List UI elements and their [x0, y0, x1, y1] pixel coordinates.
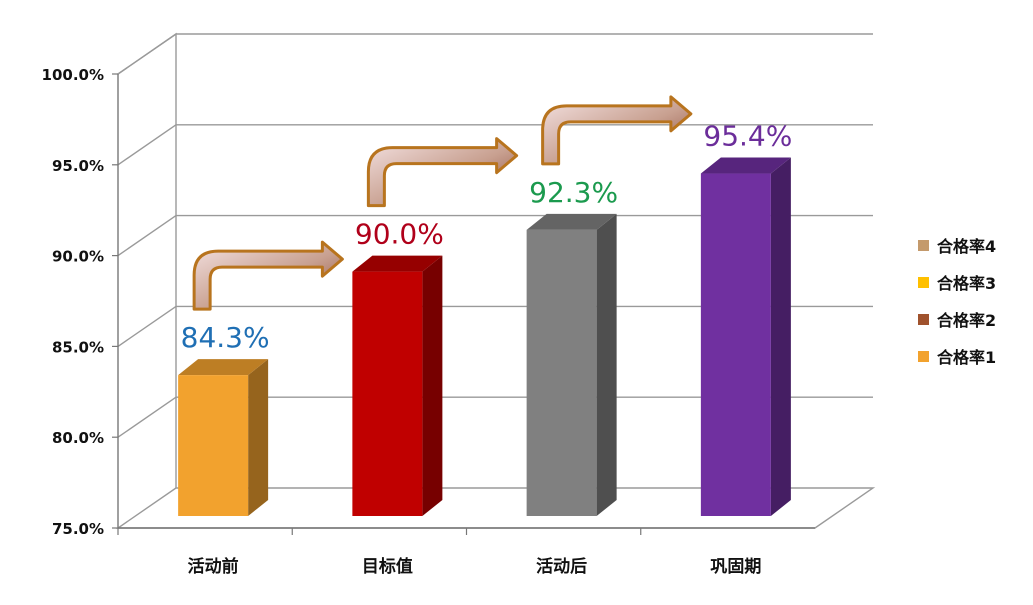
- x-tick-label: 活动后: [536, 556, 587, 577]
- legend-label: 合格率2: [937, 311, 997, 330]
- legend-label: 合格率1: [937, 348, 997, 367]
- legend-swatch: [918, 239, 929, 251]
- y-tick-label: 80.0%: [52, 429, 104, 447]
- bar-front: [700, 173, 771, 516]
- arrow: [366, 137, 519, 208]
- data-labels: 84.3% 90.0% 92.3% 95.4%: [181, 120, 793, 355]
- gridline: [117, 33, 873, 75]
- legend: 合格率4 合格率3 合格率2 合格率1: [918, 232, 996, 380]
- bar-side: [248, 359, 269, 516]
- bar-front: [352, 271, 423, 516]
- y-tick-label: 75.0%: [52, 520, 104, 538]
- data-label: 84.3%: [181, 321, 270, 354]
- back-wall-edge: [117, 32, 177, 488]
- y-tick-label: 90.0%: [52, 248, 104, 266]
- legend-swatch: [918, 350, 929, 362]
- data-label: 95.4%: [703, 120, 792, 153]
- bar-front: [178, 375, 249, 516]
- y-tick-label: 100.0%: [42, 66, 104, 84]
- bar: [178, 359, 269, 516]
- bar-side: [770, 157, 791, 516]
- bars: [178, 157, 791, 516]
- arrow: [541, 95, 693, 166]
- gridline: [117, 396, 873, 438]
- bar: [700, 157, 791, 516]
- x-tick-label: 活动前: [188, 556, 239, 577]
- y-tick-label: 85.0%: [52, 338, 104, 356]
- bar: [352, 255, 443, 516]
- gridline: [117, 214, 873, 257]
- bar-side: [422, 255, 443, 516]
- bar-front: [526, 229, 597, 516]
- gridline: [117, 124, 873, 166]
- y-tick-label: 95.0%: [52, 157, 104, 175]
- legend-item: 合格率3: [918, 269, 996, 295]
- bar-top: [178, 359, 269, 376]
- x-tick-label: 目标值: [362, 556, 413, 577]
- x-tick-label: 巩固期: [710, 557, 761, 577]
- bar-top: [526, 213, 617, 230]
- gridline: [117, 305, 873, 347]
- data-label: 90.0%: [355, 218, 444, 251]
- data-label: 92.3%: [529, 176, 618, 209]
- legend-label: 合格率3: [937, 274, 997, 293]
- legend-label: 合格率4: [937, 237, 997, 256]
- bar: [526, 213, 617, 516]
- legend-swatch: [918, 276, 929, 288]
- bar-side: [596, 213, 617, 516]
- legend-item: 合格率2: [918, 306, 996, 332]
- bar-top: [700, 157, 791, 174]
- legend-swatch: [918, 313, 929, 325]
- legend-item: 合格率4: [918, 232, 996, 258]
- axes: 75.0% 80.0% 85.0% 90.0% 95.0% 100.0% 活动前 目标值 活动后…: [42, 66, 815, 577]
- arrow: [192, 240, 344, 311]
- bar-top: [352, 255, 443, 272]
- arrows: [192, 95, 693, 311]
- legend-item: 合格率1: [918, 343, 996, 369]
